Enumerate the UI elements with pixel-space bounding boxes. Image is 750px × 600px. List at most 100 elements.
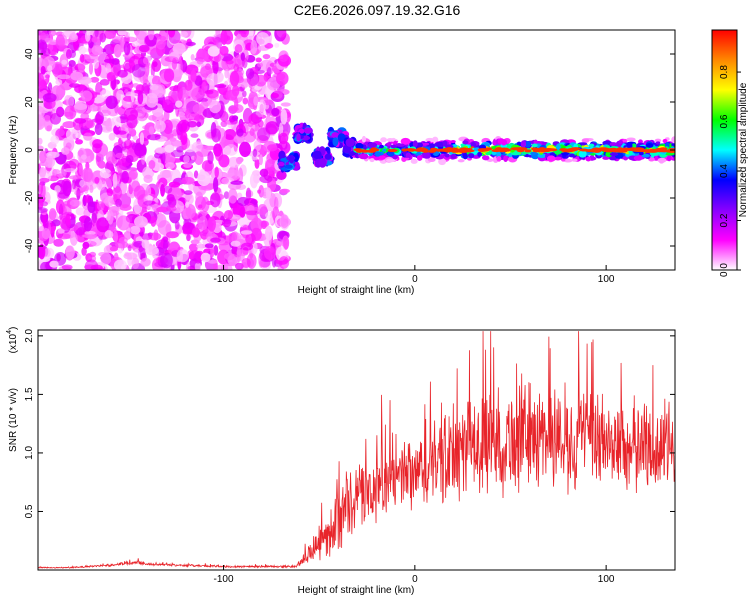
heatmap-cell: [126, 226, 132, 234]
heatmap-cell: [130, 89, 135, 103]
heatmap-cell: [41, 227, 51, 240]
heatmap-cell: [96, 217, 110, 233]
heatmap-cell: [332, 137, 339, 147]
heatmap-cell: [105, 118, 112, 132]
heatmap-cell: [248, 113, 260, 125]
heatmap-cell: [162, 96, 175, 111]
heatmap-cell: [214, 83, 227, 89]
heatmap-cell: [138, 44, 150, 53]
heatmap-cell: [602, 140, 613, 146]
snr-multiplier-exponent: 4: [6, 330, 13, 334]
heatmap-cell: [654, 138, 662, 143]
heatmap-cell: [369, 148, 380, 152]
spectrogram-y-axis: -40 -20 0 20 40: [24, 48, 675, 253]
heatmap-cell: [485, 147, 493, 151]
heatmap-cell: [265, 187, 272, 200]
heatmap-cell: [147, 30, 155, 41]
heatmap-cell: [113, 44, 122, 58]
heatmap-cell: [264, 225, 273, 241]
colorbar-ticks: 0.0 0.2 0.4 0.6 0.8: [719, 65, 741, 277]
heatmap-cell: [273, 196, 279, 211]
snr-y-tick-label: 1.0: [24, 446, 35, 460]
heatmap-cell: [156, 206, 169, 213]
heatmap-cell: [231, 115, 239, 121]
heatmap-cell: [38, 207, 48, 214]
heatmap-cell: [263, 245, 276, 260]
heatmap-cell: [183, 162, 192, 169]
heatmap-cell: [55, 79, 63, 86]
heatmap-cell: [380, 137, 388, 143]
heatmap-cell: [117, 158, 123, 175]
heatmap-cell: [496, 156, 502, 162]
heatmap-cell: [125, 155, 134, 164]
heatmap-cell: [117, 30, 127, 36]
heatmap-cell: [245, 68, 255, 80]
heatmap-cell: [421, 148, 429, 152]
heatmap-cell: [129, 225, 141, 235]
heatmap-cell: [207, 46, 220, 57]
heatmap-cell: [266, 144, 278, 152]
snr-multiplier-base: (x10: [8, 333, 19, 353]
heatmap-cell: [107, 210, 114, 225]
heatmap-cell: [148, 160, 156, 170]
heatmap-cell: [170, 149, 184, 158]
colorbar-tick-label: 0.2: [719, 213, 730, 227]
heatmap-cell: [115, 198, 122, 208]
heatmap-cell: [223, 128, 237, 141]
snr-series-line: [38, 331, 675, 569]
heatmap-cell: [442, 140, 448, 147]
heatmap-cell: [401, 156, 407, 163]
heatmap-cell: [633, 155, 643, 161]
heatmap-cell: [100, 252, 112, 266]
heatmap-cell: [39, 166, 46, 180]
spectrogram-heatmap: [38, 30, 675, 270]
heatmap-cell: [163, 119, 173, 135]
heatmap-cell: [626, 137, 636, 142]
heatmap-cell: [520, 140, 527, 148]
snr-y-axis: 0.5 1.0 1.5 2.0: [24, 328, 675, 518]
heatmap-cell: [385, 158, 396, 163]
heatmap-cell: [345, 138, 355, 147]
heatmap-cell: [89, 251, 97, 258]
heatmap-cell: [48, 208, 57, 221]
heatmap-cell: [188, 111, 201, 123]
heatmap-cell: [667, 154, 672, 162]
heatmap-cell: [197, 216, 208, 231]
heatmap-cell: [253, 139, 262, 152]
heatmap-cell: [427, 157, 436, 163]
heatmap-cell: [165, 162, 176, 170]
heatmap-cell: [38, 39, 48, 55]
heatmap-cell: [145, 195, 154, 201]
heatmap-cell: [477, 151, 483, 157]
snr-y-multiplier: (x104): [6, 327, 19, 354]
spectrogram-y-tick-label: 0: [24, 147, 35, 153]
heatmap-cell: [266, 67, 272, 77]
heatmap-cell: [94, 113, 103, 125]
heatmap-cell: [124, 89, 129, 94]
heatmap-cell: [83, 132, 93, 141]
heatmap-cell: [141, 233, 153, 241]
heatmap-cell: [81, 247, 87, 256]
heatmap-cell: [89, 152, 95, 161]
heatmap-cell: [80, 90, 93, 102]
heatmap-cell: [99, 78, 110, 86]
heatmap-cell: [39, 177, 50, 183]
spectrogram-panel: -100 0 100 -40 -20 0 20 40 Height of straight …: [8, 29, 676, 296]
heatmap-cell: [190, 133, 199, 138]
heatmap-cell: [85, 30, 91, 42]
heatmap-cell: [390, 144, 397, 149]
heatmap-cell: [141, 239, 150, 249]
heatmap-cell: [47, 65, 53, 72]
heatmap-cell: [58, 203, 64, 220]
heatmap-cell: [188, 243, 199, 252]
heatmap-cell: [386, 142, 392, 146]
heatmap-cell: [64, 105, 77, 120]
heatmap-cell: [69, 32, 78, 41]
heatmap-cell: [78, 164, 83, 176]
heatmap-cell: [533, 139, 538, 145]
heatmap-cell: [167, 30, 176, 38]
heatmap-cell: [185, 204, 196, 219]
heatmap-cell: [264, 43, 274, 49]
heatmap-cell: [214, 166, 219, 179]
